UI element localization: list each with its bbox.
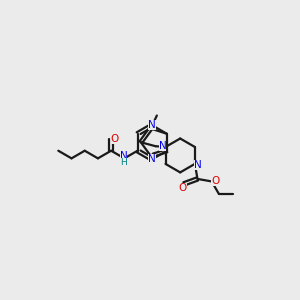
Text: O: O — [178, 183, 187, 193]
Text: N: N — [194, 160, 202, 170]
Text: O: O — [212, 176, 220, 186]
Text: N: N — [148, 154, 156, 164]
Text: N: N — [159, 141, 166, 151]
Text: H: H — [120, 158, 127, 167]
Text: N: N — [120, 151, 128, 161]
Text: O: O — [111, 134, 119, 144]
Text: N: N — [148, 121, 156, 130]
